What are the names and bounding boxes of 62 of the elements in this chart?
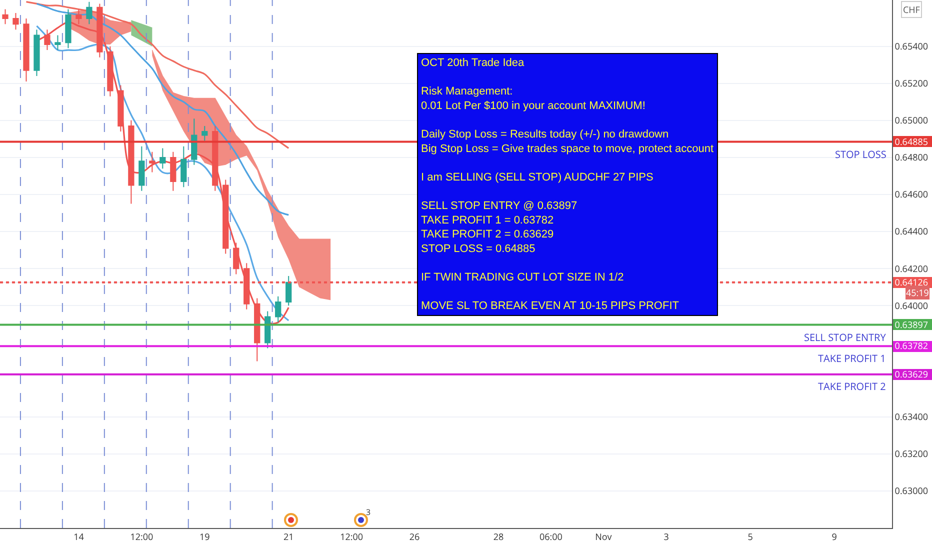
x-tick-label: 28 [493, 530, 504, 543]
x-tick-label: 21 [283, 530, 294, 543]
x-tick-label: 12:00 [340, 530, 364, 543]
y-tick-label: 0.64800 [894, 150, 928, 164]
candlestick [118, 84, 124, 132]
candlestick [180, 146, 187, 188]
candlestick [128, 120, 134, 204]
y-tick-label: 0.64126 [894, 275, 928, 288]
candlestick [191, 118, 198, 166]
y-tick-label: 0.63200 [894, 447, 928, 460]
x-tick-label: 3 [664, 530, 669, 543]
candlestick [233, 242, 240, 275]
annotation: 3 [366, 507, 371, 518]
candlestick [264, 310, 271, 349]
candlestick [160, 148, 166, 170]
y-tick-label: 0.63000 [894, 484, 928, 498]
x-tick-label: 26 [409, 530, 420, 543]
candlestick [286, 276, 292, 306]
candlestick [23, 18, 30, 82]
candlestick [12, 12, 19, 30]
ref-line-label: TAKE PROFIT 1 [818, 351, 886, 365]
x-tick-label: Nov [595, 530, 612, 543]
ref-line-label: STOP LOSS [835, 147, 886, 161]
y-tick-label: 0.64400 [894, 224, 928, 238]
candlestick [212, 125, 218, 192]
candlestick [138, 146, 145, 192]
candlestick [107, 46, 114, 97]
y-tick-label: 0.64600 [894, 188, 928, 201]
candlestick [2, 8, 8, 25]
candlestick [34, 29, 40, 76]
text: CHF [903, 3, 920, 16]
y-tick-label: 0.65400 [894, 39, 928, 52]
y-tick-label: 0.65200 [894, 76, 928, 90]
y-tick-label: 0.63629 [894, 368, 928, 381]
x-tick-label: 14 [74, 530, 84, 543]
y-tick-label: 0.64000 [894, 298, 928, 312]
y-tick-label: 0.63782 [894, 339, 928, 352]
x-tick-label: 5 [748, 530, 753, 543]
x-tick-label: 19 [199, 530, 210, 543]
candlestick [275, 296, 282, 323]
candlestick [65, 8, 72, 49]
y-tick-label: 0.65000 [894, 114, 928, 127]
candlestick [149, 151, 156, 173]
candlestick [44, 29, 50, 51]
ref-line-label: TAKE PROFIT 2 [818, 379, 886, 393]
x-tick-label: 12:00 [130, 530, 154, 543]
text: OCT 20th Trade Idea Risk Management: 0.01 Lot Per $100 in your account MAXIMUM! Daily Stop Loss = Results today (+/-) no drawdown Big Stop Loss = Give trades space to move, protect account I am SELLING (SELL STOP) AUDCHF 27 PIPS SELL STOP ENTRY @ 0.63897 TAKE PROFIT 1 = 0.63782 TAKE PROFIT 2 = 0.63629 STOP LOSS = 0.64885 IF TWIN TRADING CUT LOT SIZE IN 1/2 MOVE SL TO BREAK EVEN AT 10-15 PIPS PROFIT [421, 57, 714, 312]
candlestick [86, 1, 92, 25]
ref-line-label: SELL STOP ENTRY [804, 330, 886, 344]
line-series [25, 1, 290, 150]
x-tick-label: 06:00 [539, 530, 562, 543]
y-tick-label: 0.64885 [894, 134, 928, 148]
y-tick-label: 0.63400 [894, 410, 928, 423]
text: 45:19 [906, 286, 929, 299]
y-tick-label: 0.64200 [894, 262, 928, 275]
candlestick [170, 151, 176, 192]
y-tick-label: 0.63897 [894, 318, 928, 331]
line-series [36, 2, 290, 216]
candlestick [202, 125, 208, 142]
candlestick [54, 34, 61, 51]
candlestick [222, 179, 229, 254]
x-tick-label: 9 [832, 530, 837, 543]
